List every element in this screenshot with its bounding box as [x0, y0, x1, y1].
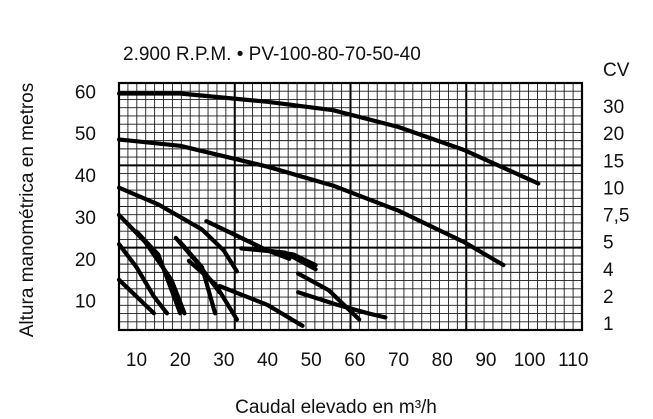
curves [116, 91, 541, 328]
y-tick-label: 20 [75, 250, 96, 271]
power-tick-label: 30 [603, 97, 624, 118]
y-tick-label: 60 [75, 82, 96, 103]
x-tick-label: 80 [432, 350, 453, 371]
pump-curve-11 [217, 283, 305, 328]
power-tick-label: 2 [603, 287, 614, 308]
y-tick-label: 30 [75, 208, 96, 229]
x-tick-label: 100 [514, 350, 546, 371]
x-tick-label: 60 [344, 350, 365, 371]
x-tick-label: 20 [170, 350, 191, 371]
power-tick-label: 10 [603, 178, 624, 199]
power-tick-label: 15 [603, 151, 624, 172]
x-ticks: 10 20 30 40 50 60 70 80 90 100 110 [126, 350, 589, 371]
y-tick-label: 50 [75, 124, 96, 145]
x-tick-label: 30 [213, 350, 234, 371]
pump-curve-12 [204, 219, 292, 261]
plot-frame [117, 81, 584, 332]
x-tick-label: 50 [301, 350, 322, 371]
grid [117, 81, 584, 332]
pump-curve-14 [265, 248, 318, 268]
pump-curve-10 [186, 258, 239, 322]
power-axis-title: CV [603, 60, 630, 81]
pump-curve-7 [134, 229, 183, 316]
power-tick-label: 20 [603, 124, 624, 145]
y-axis-label: Altura manométrica en metros [17, 83, 38, 338]
y-ticks: 10 20 30 40 50 60 [75, 82, 96, 312]
pump-curve-4 [116, 212, 187, 316]
pump-curve-2 [116, 137, 506, 268]
power-ticks: 30 20 15 10 7,5 5 4 2 1 [603, 97, 629, 335]
power-tick-label: 7,5 [603, 206, 629, 227]
chart-title: 2.900 R.P.M. • PV-100-80-70-50-40 [123, 44, 421, 65]
x-tick-label: 10 [126, 350, 147, 371]
pump-curve-5 [116, 242, 170, 316]
x-tick-label: 90 [475, 350, 496, 371]
x-tick-label: 70 [388, 350, 409, 371]
y-tick-label: 40 [75, 166, 96, 187]
pump-curve-16 [296, 290, 388, 320]
pump-curve-3 [116, 185, 239, 274]
x-tick-label: 40 [257, 350, 278, 371]
x-axis-label: Caudal elevado en m³/h [235, 397, 437, 418]
power-tick-label: 1 [603, 314, 614, 335]
power-tick-label: 4 [603, 260, 614, 281]
pump-curve-6 [116, 277, 156, 316]
x-tick-label: 110 [558, 350, 588, 371]
y-tick-label: 10 [75, 292, 96, 313]
power-tick-label: 5 [603, 233, 614, 254]
pump-curve-1 [116, 91, 541, 186]
